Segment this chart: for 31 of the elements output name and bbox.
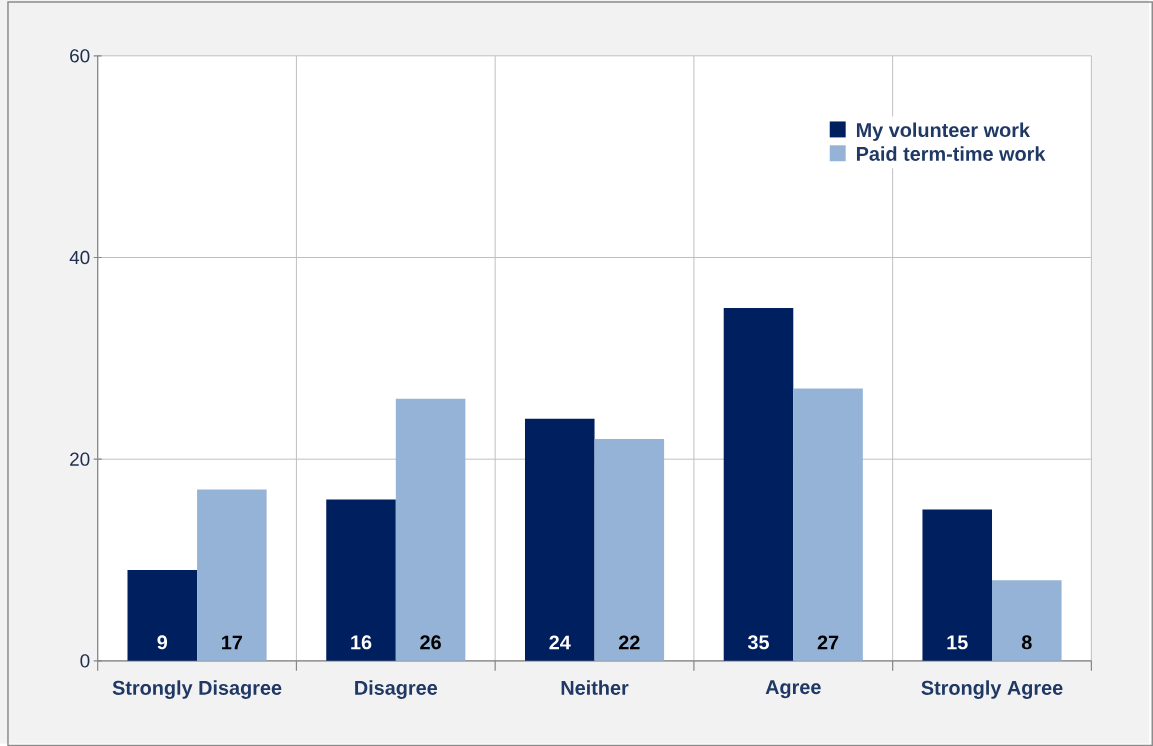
data-label: 24 [549,635,571,650]
bar [524,418,595,661]
x-tick-label: Disagree [355,680,438,699]
data-label: 22 [618,635,640,650]
x-tick-label: Strongly Disagree [112,680,282,699]
bar [922,509,993,661]
bar [127,569,198,661]
y-tick-label: 40 [69,250,90,265]
data-label: 16 [351,635,372,650]
data-label: 27 [817,635,839,650]
data-label: 15 [947,635,968,650]
bar [326,499,396,661]
bar [197,489,267,661]
legend-label: Paid term-time work [856,146,1046,161]
x-tick-label: Neither [561,680,629,695]
y-tick-label: 60 [70,48,90,63]
bar [395,398,466,661]
data-label: 35 [747,635,769,650]
data-label: 17 [222,635,243,650]
data-label: 9 [157,635,168,650]
y-tick-label: 20 [70,452,90,466]
y-tick-label: 0 [80,654,90,668]
data-label: 8 [1021,635,1032,650]
legend-label: My volunteer work [856,122,1031,141]
x-tick-label: Strongly Agree [921,680,1063,699]
bar [723,307,794,661]
bar [594,438,665,661]
bar [992,580,1062,661]
data-label: 26 [420,635,441,650]
bar [793,388,863,661]
x-tick-label: Agree [765,680,821,699]
